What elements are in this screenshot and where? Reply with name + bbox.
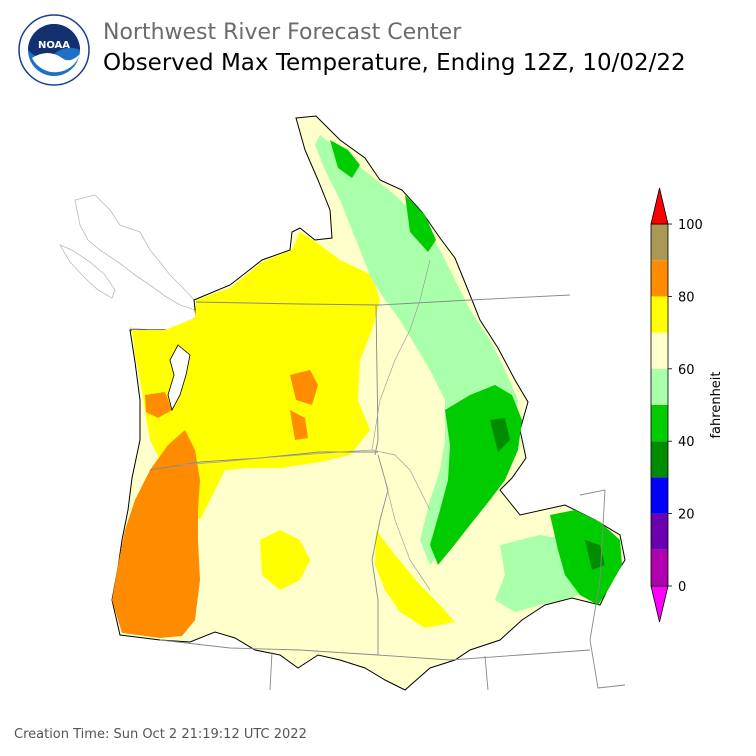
colorbar-tick-label: 100 — [678, 218, 703, 233]
colorbar-bin — [651, 405, 668, 442]
colorbar-bin — [651, 513, 668, 550]
basin-area — [111, 115, 626, 691]
temperature-map — [59, 115, 626, 691]
colorbar-bin — [651, 549, 668, 586]
noaa-logo-text: NOAA — [38, 40, 70, 51]
agency-title: Northwest River Forecast Center — [103, 20, 462, 45]
creation-time: Creation Time: Sun Oct 2 21:19:12 UTC 20… — [14, 727, 307, 742]
colorbar-bin — [651, 441, 668, 478]
colorbar-bin — [651, 296, 668, 333]
colorbar-frame — [650, 223, 669, 587]
noaa-logo: NOAA — [18, 14, 90, 86]
colorbar-tick-label: 80 — [678, 290, 695, 305]
colorbar-bin — [651, 368, 668, 405]
puget-sound — [167, 344, 191, 412]
temp-zone-30-40 — [490, 418, 605, 570]
colorbar-bin-above — [650, 187, 669, 225]
map-title: Observed Max Temperature, Ending 12Z, 10… — [103, 50, 686, 76]
colorbar-tick-label: 20 — [678, 508, 695, 523]
colorbar-tick-label: 40 — [678, 435, 695, 450]
colorbar-unit-label: fahrenheit — [709, 371, 724, 438]
colorbar-bin — [651, 260, 668, 297]
colorbar-bin-below — [650, 585, 669, 623]
colorbar-bin — [651, 332, 668, 369]
colorbar-bin — [651, 224, 668, 261]
colorbar-tick-label: 0 — [678, 580, 686, 595]
rivers — [177, 259, 431, 591]
temp-zone-80-90 — [112, 370, 318, 638]
colorbar-bin — [651, 477, 668, 514]
colorbar-tick-label: 60 — [678, 363, 695, 378]
